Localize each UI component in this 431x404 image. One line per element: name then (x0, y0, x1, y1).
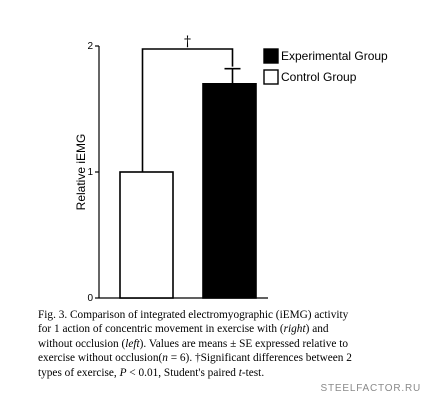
watermark-text: STEELFACTOR.RU (320, 383, 421, 394)
significance-bracket (141, 48, 234, 172)
y-axis-label: Relative iEMG (74, 134, 88, 211)
legend-label-control-group: Control Group (281, 70, 357, 84)
figure-caption: Fig. 3. Comparison of integrated electro… (38, 309, 352, 379)
bar-experimental-group (202, 83, 257, 299)
legend-label-experimental-group: Experimental Group (281, 49, 388, 63)
bar-control-group (119, 171, 174, 299)
caption-line-1: Fig. 3. Comparison of integrated electro… (38, 309, 349, 321)
significance-dagger: † (184, 34, 191, 50)
y-tick-label: 0 (87, 293, 93, 304)
legend-swatch-control-group (263, 69, 279, 85)
y-tick-label: 2 (87, 41, 93, 52)
legend-swatch-experimental-group (263, 48, 279, 64)
y-tick-label: 1 (87, 167, 93, 178)
